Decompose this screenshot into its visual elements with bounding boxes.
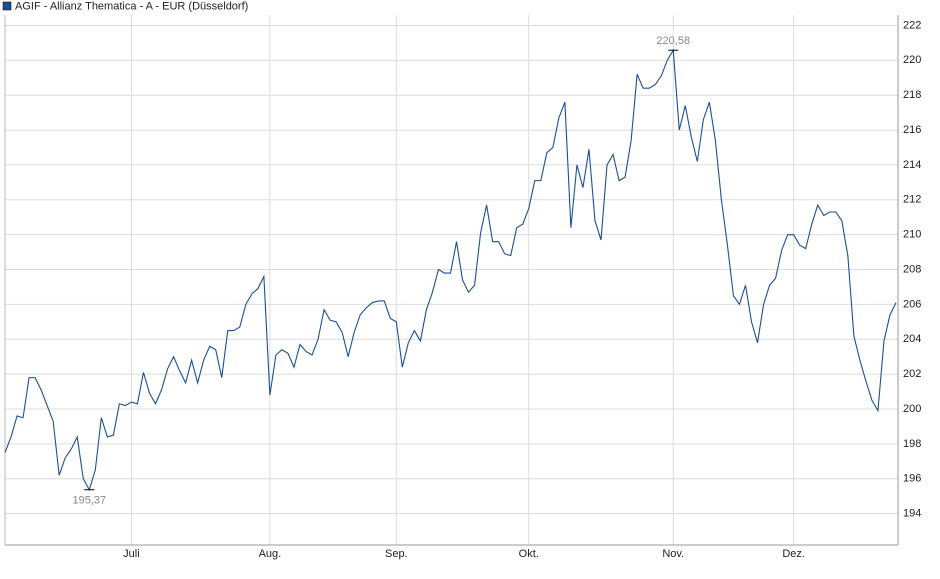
y-tick-label: 214 [903,159,921,171]
x-tick-label: Juli [123,548,140,560]
x-tick-label: Aug. [259,548,282,560]
y-tick-label: 198 [903,438,921,450]
y-tick-label: 220 [903,54,921,66]
legend-label: AGIF - Allianz Thematica - A - EUR (Düss… [15,0,248,12]
x-tick-label: Dez. [782,548,805,560]
value-label: 220,58 [656,35,690,47]
y-tick-label: 206 [903,298,921,310]
x-tick-label: Nov. [662,548,684,560]
y-tick-label: 208 [903,263,921,275]
y-tick-label: 200 [903,403,921,415]
y-tick-label: 216 [903,124,921,136]
x-tick-label: Okt. [519,548,539,560]
y-tick-label: 202 [903,368,921,380]
y-tick-label: 212 [903,194,921,206]
y-tick-label: 204 [903,333,921,345]
y-tick-label: 196 [903,473,921,485]
y-tick-label: 210 [903,229,921,241]
x-tick-label: Sep. [385,548,408,560]
y-tick-label: 194 [903,508,921,520]
value-label: 195,37 [72,495,106,507]
legend-swatch [2,1,12,11]
line-series [4,48,897,492]
y-tick-label: 218 [903,89,921,101]
y-tick-label: 222 [903,19,921,31]
